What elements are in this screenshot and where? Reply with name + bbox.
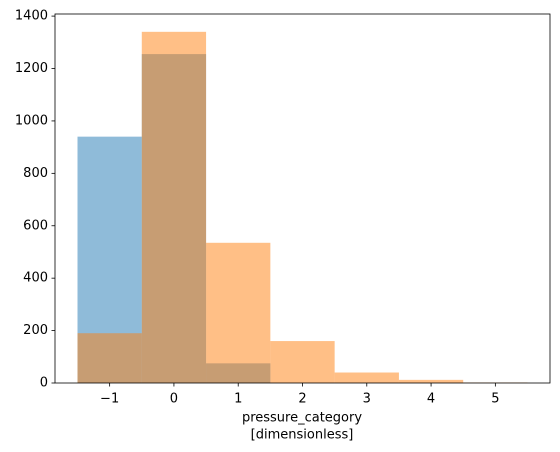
y-tick-label: 1200 xyxy=(15,61,48,76)
y-tick-label: 1400 xyxy=(15,9,48,24)
histogram-bar xyxy=(398,379,464,383)
x-tick-label: 0 xyxy=(170,392,178,407)
y-tick-label: 200 xyxy=(23,323,48,338)
histogram-bar xyxy=(141,31,207,384)
histogram-bar xyxy=(206,242,271,383)
x-axis-label: pressure_category xyxy=(242,411,362,426)
y-tick-label: 400 xyxy=(23,271,48,286)
y-tick-label: 0 xyxy=(40,376,48,391)
x-tick-label: 2 xyxy=(298,392,306,407)
x-tick-label: 4 xyxy=(427,392,435,407)
x-tick-label: −1 xyxy=(100,392,119,407)
x-axis-label: [dimensionless] xyxy=(251,428,354,443)
histogram-bar xyxy=(270,341,335,383)
x-tick-label: 3 xyxy=(363,392,371,407)
y-tick-label: 600 xyxy=(23,218,48,233)
y-tick-label: 1000 xyxy=(15,113,48,128)
histogram-bar xyxy=(77,333,142,383)
histogram-bar xyxy=(334,372,399,383)
y-tick-label: 800 xyxy=(23,166,48,181)
x-tick-label: 5 xyxy=(491,392,499,407)
x-tick-label: 1 xyxy=(234,392,242,407)
